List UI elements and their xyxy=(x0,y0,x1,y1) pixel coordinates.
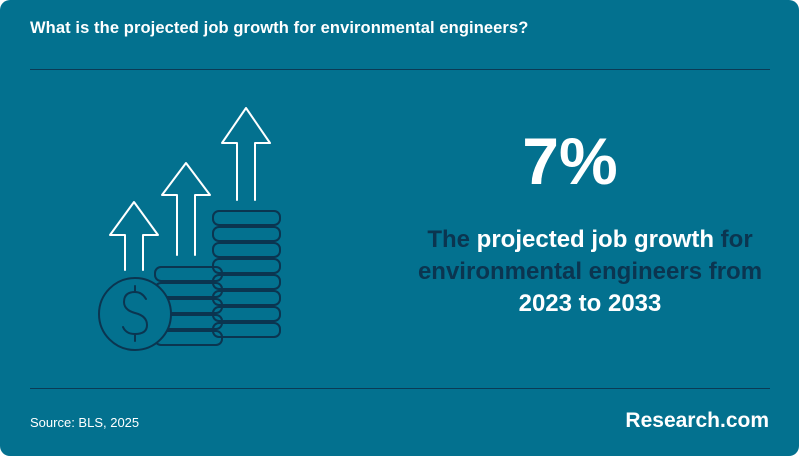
source-note: Source: BLS, 2025 xyxy=(30,415,140,430)
bottom-divider xyxy=(30,388,770,389)
growth-coins-arrows-icon xyxy=(98,107,281,351)
growth-percentage: 7% xyxy=(522,124,618,198)
description-highlight: 2023 to 2033 xyxy=(518,290,662,317)
question-heading: What is the projected job growth for env… xyxy=(30,19,529,37)
description-highlight: projected job growth xyxy=(476,226,714,253)
top-divider xyxy=(30,69,770,70)
description-part: The xyxy=(427,226,477,253)
stat-description: The projected job growth for environment… xyxy=(410,224,770,320)
brand-logo[interactable]: Research.com xyxy=(625,409,769,432)
description-part: for environmental engineers from xyxy=(417,226,763,285)
